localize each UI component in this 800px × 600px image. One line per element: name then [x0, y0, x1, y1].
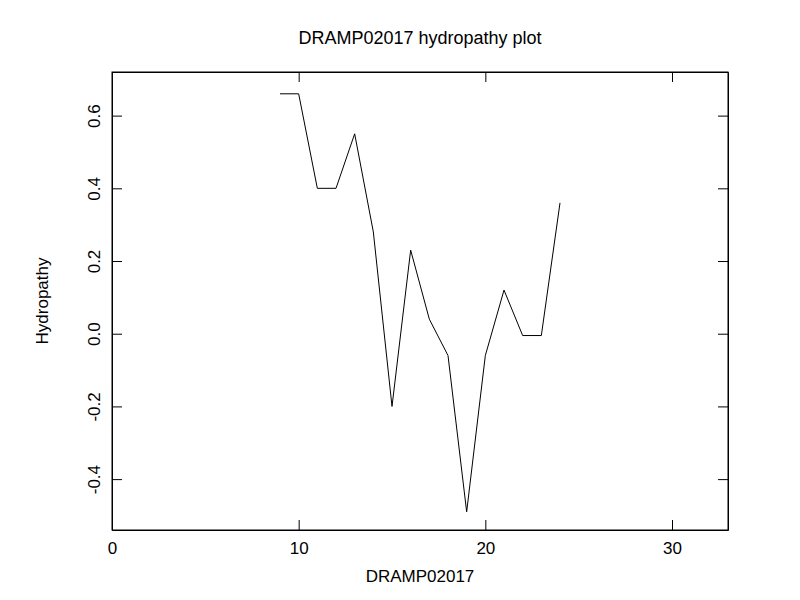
axis-line: [113, 530, 729, 531]
tick-mark: [718, 334, 728, 335]
tick: [485, 72, 486, 82]
series: [280, 94, 560, 512]
axis-line: [112, 73, 113, 531]
hydropathy-line: [280, 94, 560, 512]
tick: 0.6: [85, 104, 122, 128]
tick: [718, 261, 728, 262]
axis: [718, 73, 729, 531]
tick: 0.0: [85, 322, 122, 346]
tick-mark: [112, 188, 122, 189]
tick-mark: [112, 116, 122, 117]
tick: [299, 72, 300, 82]
plot: 0 10 20 30 -0.4 -0.2 0.0 0.2 0.4 0.6: [85, 72, 729, 558]
tick-label: 0.2: [85, 250, 104, 274]
tick-mark: [112, 406, 122, 407]
tick: [718, 188, 728, 189]
tick-label: 10: [290, 539, 309, 558]
tick-mark: [718, 188, 728, 189]
y-axis-title: Hydropathy: [33, 257, 52, 344]
tick-mark: [718, 261, 728, 262]
tick-label: 0: [108, 539, 117, 558]
tick-mark: [672, 520, 673, 530]
tick: 20: [476, 520, 495, 558]
tick: -0.4: [85, 465, 122, 494]
tick: 0.2: [85, 250, 122, 274]
tick-mark: [299, 72, 300, 82]
tick-mark: [672, 72, 673, 82]
tick-label: -0.4: [85, 465, 104, 494]
tick-label: -0.2: [85, 392, 104, 421]
tick-mark: [718, 406, 728, 407]
axis-line: [728, 73, 729, 531]
tick-mark: [112, 261, 122, 262]
tick: [718, 406, 728, 407]
tick: [718, 334, 728, 335]
tick: [672, 72, 673, 82]
tick-mark: [718, 479, 728, 480]
tick-mark: [718, 116, 728, 117]
tick-mark: [485, 72, 486, 82]
tick: [718, 479, 728, 480]
tick-mark: [485, 520, 486, 530]
tick-mark: [112, 334, 122, 335]
axis: [113, 72, 729, 82]
tick-label: 0.0: [85, 322, 104, 346]
x-axis-title: DRAMP02017: [366, 567, 475, 586]
axis: 0 10 20 30: [108, 520, 729, 558]
tick-label: 30: [663, 539, 682, 558]
tick: 10: [290, 520, 309, 558]
tick: 0.4: [85, 177, 122, 201]
background: [0, 0, 800, 600]
tick-label: 20: [476, 539, 495, 558]
tick: 30: [663, 520, 682, 558]
axis-line: [113, 72, 729, 73]
tick-label: 0.6: [85, 104, 104, 128]
title: DRAMP02017 hydropathy plot: [298, 28, 541, 48]
chart: 0 10 20 30 -0.4 -0.2 0.0 0.2 0.4 0.6 DRAMP02017 hy…: [0, 0, 800, 600]
tick: -0.2: [85, 392, 122, 421]
axis: -0.4 -0.2 0.0 0.2 0.4 0.6: [85, 73, 122, 531]
frame: [112, 72, 728, 530]
tick-label: 0.4: [85, 177, 104, 201]
tick-mark: [299, 520, 300, 530]
tick-mark: [112, 479, 122, 480]
tick: [718, 116, 728, 117]
